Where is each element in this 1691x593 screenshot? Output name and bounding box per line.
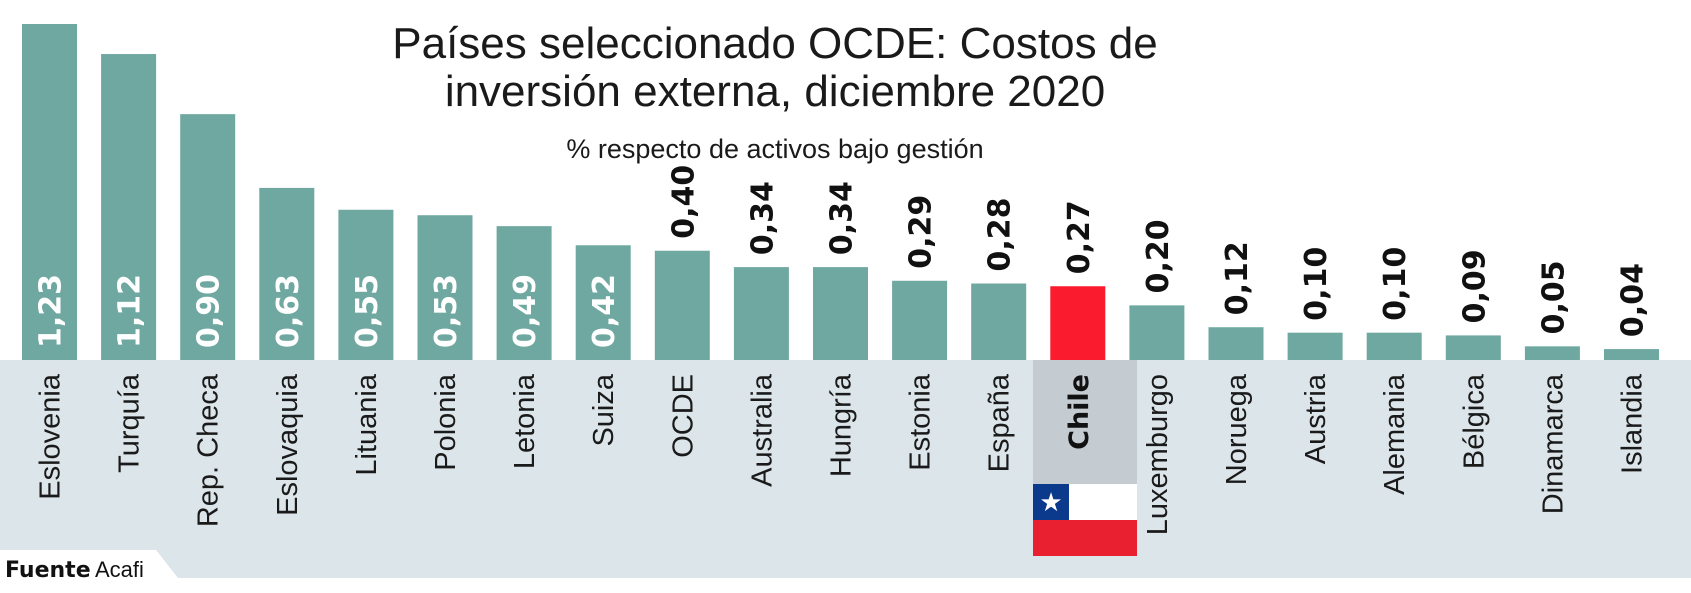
category-label-eslovaquia: Eslovaquia [272, 373, 304, 516]
value-label-noruega: 0,12 [1220, 241, 1255, 315]
category-label-estonia: Estonia [905, 373, 937, 471]
value-label-alemania: 0,10 [1378, 247, 1413, 321]
value-label-letonia: 0,49 [508, 274, 543, 348]
value-label-belgica: 0,09 [1457, 249, 1492, 323]
value-label-hungria: 0,34 [825, 181, 860, 255]
bar-austria [1287, 332, 1343, 360]
bar-espana [971, 283, 1027, 360]
bar-luxemburgo [1129, 305, 1185, 360]
category-label-belgica: Bélgica [1458, 373, 1490, 469]
category-label-ocde: OCDE [667, 374, 699, 458]
category-label-polonia: Polonia [430, 373, 462, 471]
bar-rep-checa [180, 114, 236, 361]
value-label-australia: 0,34 [745, 181, 780, 255]
value-label-lituania: 0,55 [350, 274, 385, 348]
category-label-islandia: Islandia [1617, 373, 1649, 474]
value-label-polonia: 0,53 [429, 274, 464, 348]
bar-letonia [496, 226, 552, 360]
bar-australia [733, 267, 789, 360]
bar-belgica [1445, 335, 1501, 360]
category-label-band [0, 360, 1691, 578]
category-label-noruega: Noruega [1221, 373, 1253, 485]
bar-chile [1050, 286, 1106, 360]
value-label-austria: 0,10 [1299, 247, 1334, 321]
bar-dinamarca [1524, 346, 1580, 360]
category-label-suiza: Suiza [588, 373, 620, 446]
category-label-espana: España [984, 373, 1016, 472]
category-label-lituania: Lituania [351, 373, 383, 475]
category-label-austria: Austria [1300, 373, 1332, 464]
category-label-eslovenia: Eslovenia [35, 373, 67, 500]
bar-turquia [101, 54, 157, 361]
value-label-eslovaquia: 0,63 [271, 274, 306, 348]
category-label-alemania: Alemania [1379, 373, 1411, 495]
bar-eslovenia [22, 24, 77, 360]
value-label-luxemburgo: 0,20 [1141, 219, 1176, 293]
chart-subtitle: % respecto de activos bajo gestión [566, 134, 983, 164]
bar-noruega [1208, 327, 1264, 360]
bars-layer: 1,23 Eslovenia 1,12 Turquía 0,90 Rep. Checa 0,… [22, 24, 1659, 535]
value-label-islandia: 0,04 [1616, 263, 1651, 337]
chile-flag-icon: ★ [1033, 484, 1137, 556]
value-label-suiza: 0,42 [587, 274, 622, 348]
svg-text:★: ★ [1039, 488, 1062, 518]
category-label-chile: Chile [1064, 374, 1095, 450]
chart-title-line-1: Países seleccionado OCDE: Costos de [392, 19, 1158, 68]
bar-estonia [892, 280, 948, 360]
category-label-luxemburgo: Luxemburgo [1142, 374, 1174, 535]
bar-islandia [1604, 349, 1659, 360]
value-label-ocde: 0,40 [666, 165, 701, 239]
bar-suiza [575, 245, 631, 360]
category-label-dinamarca: Dinamarca [1537, 373, 1569, 514]
category-label-rep-checa: Rep. Checa [193, 373, 225, 527]
category-label-turquia: Turquía [114, 373, 146, 473]
category-label-letonia: Letonia [509, 373, 541, 469]
highlight-label-band [1033, 360, 1137, 484]
chart-title-line-2: inversión externa, diciembre 2020 [445, 67, 1105, 116]
value-label-turquia: 1,12 [113, 274, 148, 348]
source-label: Fuente [5, 558, 91, 583]
bar-lituania [338, 209, 394, 360]
value-label-estonia: 0,29 [904, 195, 939, 269]
source-value: Acafi [95, 557, 144, 582]
bar-eslovaquia [259, 187, 315, 360]
bar-ocde [654, 250, 710, 360]
bar-alemania [1366, 332, 1422, 360]
value-label-espana: 0,28 [983, 197, 1018, 271]
bar-hungria [813, 267, 868, 360]
category-label-hungria: Hungría [826, 373, 858, 477]
category-label-australia: Australia [746, 373, 778, 487]
value-label-dinamarca: 0,05 [1536, 260, 1571, 334]
bar-polonia [417, 215, 473, 360]
value-label-chile: 0,27 [1062, 200, 1097, 274]
value-label-eslovenia: 1,23 [34, 274, 69, 348]
value-label-rep-checa: 0,90 [192, 274, 227, 348]
